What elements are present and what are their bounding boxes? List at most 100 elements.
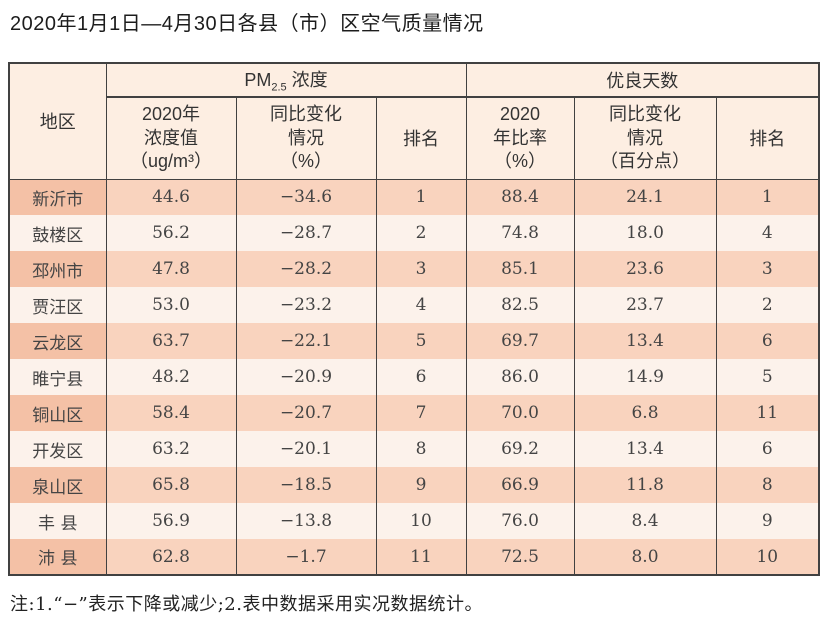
- region-header: 地区: [8, 63, 107, 180]
- pm-change-cell: −28.2: [235, 251, 377, 287]
- pm-value-cell: 65.8: [105, 467, 237, 503]
- good-ratio-cell: 85.1: [465, 251, 575, 287]
- table-body: 新沂市 44.6 −34.6 1 88.4 24.1 1 鼓楼区 56.2 −2…: [8, 179, 820, 575]
- table-row: 丰 县 56.9 −13.8 10 76.0 8.4 9: [8, 503, 820, 539]
- group-header-row: 地区 PM2.5 浓度 优良天数: [8, 63, 820, 180]
- table-row: 邳州市 47.8 −28.2 3 85.1 23.6 3: [8, 251, 820, 287]
- good-change-cell: 23.7: [573, 287, 717, 323]
- region-cell: 贾汪区: [8, 287, 107, 323]
- sub-header-row: 2020年 浓度值 （ug/m³） 同比变化 情况 （%） 排名 2020 年比…: [9, 97, 820, 180]
- region-cell: 鼓楼区: [8, 215, 107, 251]
- region-cell: 开发区: [8, 431, 107, 467]
- good-change-cell: 23.6: [573, 251, 717, 287]
- good-ratio-cell: 66.9: [465, 467, 575, 503]
- col-good-ratio-header: 2020 年比率 （%）: [465, 97, 575, 180]
- pm-rank-cell: 2: [375, 215, 467, 251]
- pm-change-cell: −22.1: [235, 323, 377, 359]
- table-row: 铜山区 58.4 −20.7 7 70.0 6.8 11: [8, 395, 820, 431]
- good-change-cell: 6.8: [573, 395, 717, 431]
- pm-change-cell: −18.5: [235, 467, 377, 503]
- table-row: 睢宁县 48.2 −20.9 6 86.0 14.9 5: [8, 359, 820, 395]
- pm-value-cell: 47.8: [105, 251, 237, 287]
- good-change-cell: 13.4: [573, 323, 717, 359]
- pm-group-label-sub: 2.5: [271, 81, 287, 94]
- pm-rank-cell: 6: [375, 359, 467, 395]
- good-rank-cell: 11: [715, 395, 820, 431]
- pm-change-cell: −20.7: [235, 395, 377, 431]
- pm-group-label-rest: 浓度: [286, 70, 328, 91]
- air-quality-table: 地区 PM2.5 浓度 优良天数 2020年 浓度值 （ug/m³） 同比变化 …: [8, 62, 821, 576]
- col-pm-rank-header: 排名: [375, 97, 467, 180]
- pm-value-cell: 56.9: [105, 503, 237, 539]
- pm-rank-cell: 1: [375, 179, 467, 215]
- page-title: 2020年1月1日—4月30日各县（市）区空气质量情况: [10, 13, 484, 35]
- good-change-cell: 24.1: [573, 179, 717, 215]
- pm-value-cell: 63.7: [105, 323, 237, 359]
- good-ratio-cell: 70.0: [465, 395, 575, 431]
- region-cell: 沛 县: [8, 539, 107, 575]
- pm-change-cell: −28.7: [235, 215, 377, 251]
- table-row: 贾汪区 53.0 −23.2 4 82.5 23.7 2: [8, 287, 820, 323]
- good-ratio-cell: 74.8: [465, 215, 575, 251]
- col-good-rank-header: 排名: [715, 97, 820, 180]
- good-ratio-cell: 69.7: [465, 323, 575, 359]
- pm-value-cell: 48.2: [105, 359, 237, 395]
- good-rank-cell: 8: [715, 467, 820, 503]
- pm-value-cell: 56.2: [105, 215, 237, 251]
- good-rank-cell: 1: [715, 179, 820, 215]
- good-ratio-cell: 86.0: [465, 359, 575, 395]
- pm-value-cell: 63.2: [105, 431, 237, 467]
- region-cell: 泉山区: [8, 467, 107, 503]
- pm-value-cell: 44.6: [105, 179, 237, 215]
- good-rank-cell: 2: [715, 287, 820, 323]
- pm-group-label-base: PM: [244, 70, 272, 91]
- pm-rank-cell: 4: [375, 287, 467, 323]
- pm-change-cell: −20.1: [235, 431, 377, 467]
- table-row: 沛 县 62.8 −1.7 11 72.5 8.0 10: [8, 539, 820, 575]
- table-row: 新沂市 44.6 −34.6 1 88.4 24.1 1: [8, 179, 820, 215]
- good-rank-cell: 3: [715, 251, 820, 287]
- pm-value-cell: 53.0: [105, 287, 237, 323]
- pm-rank-cell: 11: [375, 539, 467, 575]
- pm-rank-cell: 8: [375, 431, 467, 467]
- good-change-cell: 18.0: [573, 215, 717, 251]
- table-row: 云龙区 63.7 −22.1 5 69.7 13.4 6: [8, 323, 820, 359]
- good-days-group-header: 优良天数: [465, 63, 820, 98]
- col-pm-value-header: 2020年 浓度值 （ug/m³）: [105, 97, 237, 180]
- pm-change-cell: −20.9: [235, 359, 377, 395]
- region-cell: 云龙区: [8, 323, 107, 359]
- footnote: 注:1.“−”表示下降或减少;2.表中数据采用实况数据统计。: [10, 594, 483, 615]
- good-change-cell: 8.0: [573, 539, 717, 575]
- pm-change-cell: −23.2: [235, 287, 377, 323]
- col-pm-change-header: 同比变化 情况 （%）: [235, 97, 377, 180]
- pm-value-cell: 62.8: [105, 539, 237, 575]
- good-change-cell: 14.9: [573, 359, 717, 395]
- region-cell: 睢宁县: [8, 359, 107, 395]
- good-rank-cell: 10: [715, 539, 820, 575]
- table-header: 地区 PM2.5 浓度 优良天数 2020年 浓度值 （ug/m³） 同比变化 …: [8, 63, 820, 180]
- good-change-cell: 8.4: [573, 503, 717, 539]
- col-good-change-header: 同比变化 情况 （百分点）: [573, 97, 717, 180]
- good-rank-cell: 9: [715, 503, 820, 539]
- region-cell: 邳州市: [8, 251, 107, 287]
- table-row: 鼓楼区 56.2 −28.7 2 74.8 18.0 4: [8, 215, 820, 251]
- table-row: 开发区 63.2 −20.1 8 69.2 13.4 6: [8, 431, 820, 467]
- pm-change-cell: −34.6: [235, 179, 377, 215]
- pm-change-cell: −1.7: [235, 539, 377, 575]
- good-ratio-cell: 88.4: [465, 179, 575, 215]
- good-ratio-cell: 82.5: [465, 287, 575, 323]
- pm-rank-cell: 5: [375, 323, 467, 359]
- good-change-cell: 11.8: [573, 467, 717, 503]
- good-ratio-cell: 69.2: [465, 431, 575, 467]
- pm-rank-cell: 7: [375, 395, 467, 431]
- pm-rank-cell: 10: [375, 503, 467, 539]
- region-cell: 新沂市: [8, 179, 107, 215]
- good-rank-cell: 5: [715, 359, 820, 395]
- pm-group-header: PM2.5 浓度: [105, 63, 467, 98]
- good-change-cell: 13.4: [573, 431, 717, 467]
- region-cell: 丰 县: [8, 503, 107, 539]
- good-rank-cell: 6: [715, 431, 820, 467]
- good-rank-cell: 6: [715, 323, 820, 359]
- region-cell: 铜山区: [8, 395, 107, 431]
